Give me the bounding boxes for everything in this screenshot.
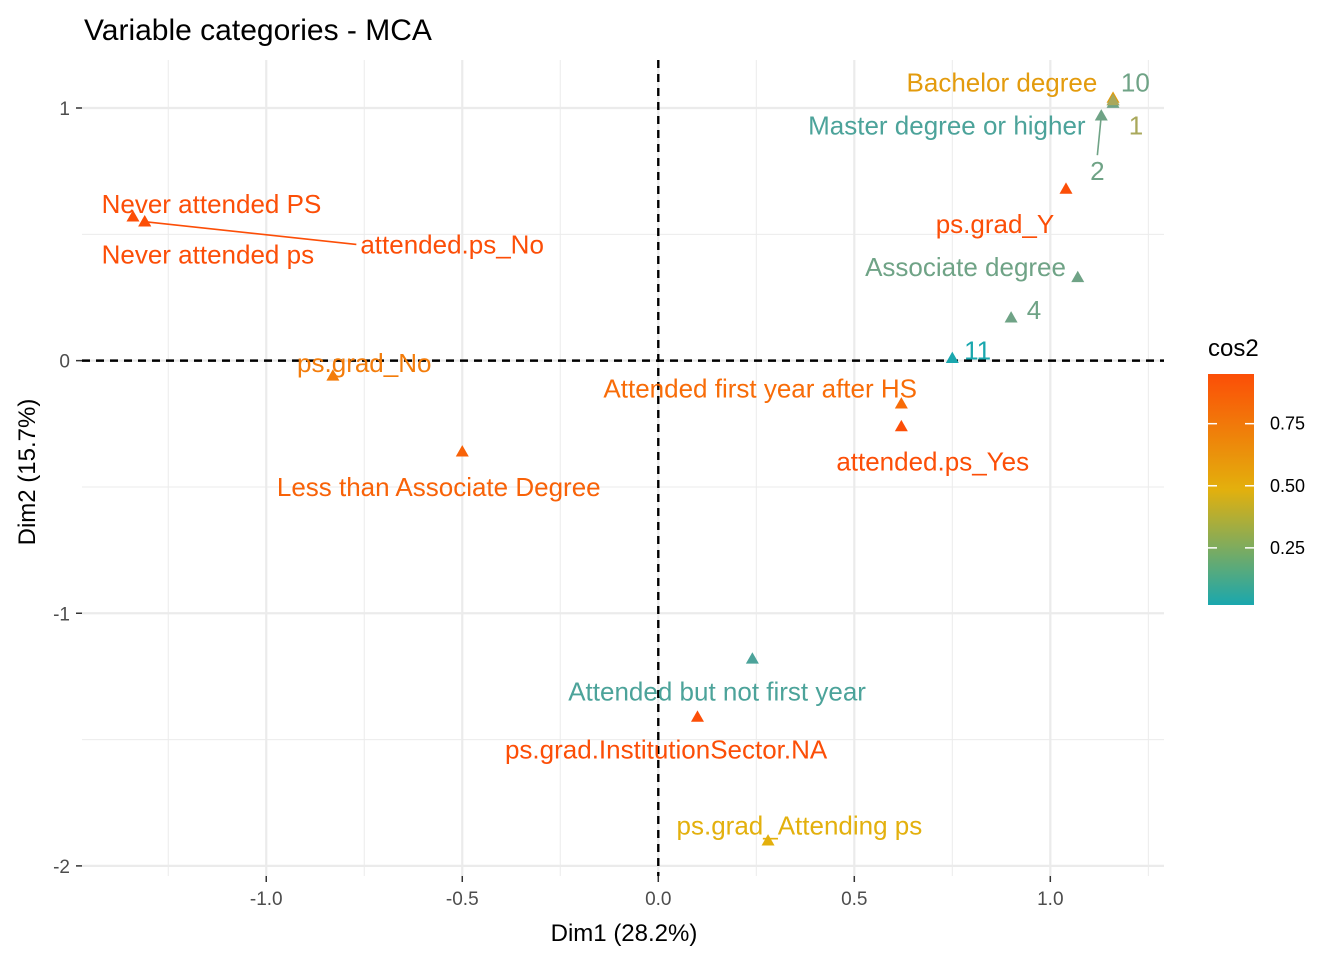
data-point-label: 1 [1129, 111, 1143, 141]
legend-colorbar [1208, 374, 1254, 605]
label-leader-line [144, 220, 357, 246]
y-tick-label: 1 [59, 99, 70, 120]
y-tick-label: -1 [53, 604, 70, 625]
data-point-marker [1071, 270, 1085, 283]
legend-tick-label: 0.75 [1270, 414, 1305, 434]
chart-title: Variable categories - MCA [84, 14, 432, 47]
x-axis-title: Dim1 (28.2%) [551, 920, 698, 947]
data-point-marker [126, 210, 140, 222]
data-point-marker [945, 351, 959, 363]
data-point-marker [894, 419, 908, 432]
data-point-label: Never attended PS [102, 189, 322, 219]
x-tick-label: 0.0 [645, 889, 671, 910]
legend-tick-label: 0.25 [1270, 538, 1305, 558]
data-point-label: Attended first year after HS [603, 373, 917, 403]
y-tick-label: -2 [53, 857, 70, 878]
reference-lines [82, 60, 1164, 876]
data-point-label: 4 [1027, 295, 1041, 325]
x-axis-ticks: -1.0 -0.5 0.0 0.5 1.0 [250, 876, 1064, 910]
data-point-marker [326, 369, 340, 381]
x-tick-label: -0.5 [446, 889, 479, 910]
data-point-marker [1106, 93, 1120, 106]
data-point-marker [1059, 182, 1073, 194]
legend: cos2 0.25 0.50 0.75 [1208, 335, 1305, 605]
data-point-label: ps.grad.InstitutionSector.NA [505, 735, 828, 765]
data-point-label: Associate degree [865, 252, 1066, 282]
data-point-marker [761, 834, 775, 846]
points [126, 91, 1120, 846]
data-point-label: ps.grad_No [297, 348, 431, 378]
y-axis-ticks: -2 -1 0 1 [53, 99, 82, 878]
data-point-label: Bachelor degree [907, 68, 1098, 98]
point-labels: Bachelor degree 10 Master degree or higher… [102, 68, 1150, 841]
data-point-marker [745, 652, 759, 664]
x-tick-label: 1.0 [1037, 889, 1063, 910]
grid [82, 60, 1164, 876]
data-point-marker [138, 215, 152, 227]
x-tick-label: 0.5 [841, 889, 867, 910]
data-point-marker [455, 445, 469, 457]
data-point-label: Never attended ps [102, 240, 314, 270]
data-point-label: ps.grad_Y [936, 209, 1055, 239]
data-point-label: 11 [964, 336, 991, 366]
data-point-label: 10 [1121, 68, 1150, 98]
data-point-marker [894, 397, 908, 409]
data-point-label: Attended but not first year [568, 677, 866, 707]
leader-lines [144, 115, 1103, 246]
legend-title: cos2 [1208, 335, 1259, 362]
data-point-label: Less than Associate Degree [277, 472, 601, 502]
data-point-label: ps.grad_Attending ps [677, 810, 923, 840]
x-tick-label: -1.0 [250, 889, 283, 910]
y-tick-label: 0 [59, 352, 70, 373]
data-point-marker [1004, 311, 1018, 323]
data-point-marker [690, 710, 704, 722]
label-leader-line [1096, 115, 1103, 156]
data-point-label: attended.ps_Yes [836, 447, 1029, 477]
data-point-label: attended.ps_No [360, 229, 544, 259]
data-point-label: 2 [1090, 156, 1104, 186]
y-axis-title: Dim2 (15.7%) [14, 399, 41, 546]
legend-tick-label: 0.50 [1270, 476, 1305, 496]
data-point-label: Master degree or higher [808, 111, 1086, 141]
data-point-marker [1094, 109, 1108, 121]
legend-ticks: 0.25 0.50 0.75 [1208, 414, 1305, 558]
